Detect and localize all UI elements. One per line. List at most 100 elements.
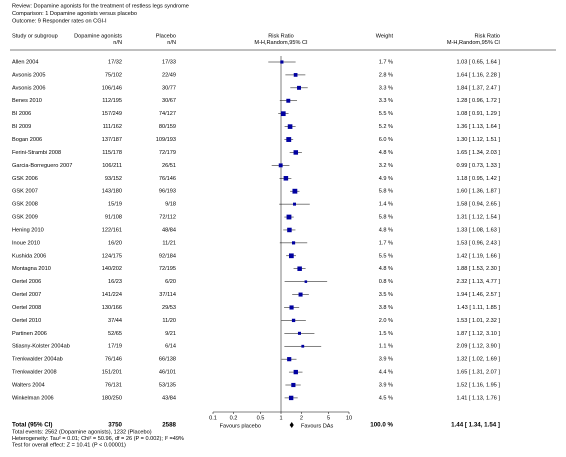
point-estimate xyxy=(283,176,289,181)
weight-cell: 0.8 % xyxy=(379,279,393,285)
point-estimate xyxy=(301,344,305,348)
control-cell: 109/193 xyxy=(156,137,176,143)
treatment-cell: 17/32 xyxy=(108,59,122,65)
column-header: M-H,Random,95% CI xyxy=(447,40,501,46)
treatment-cell: 157/249 xyxy=(102,111,122,117)
x-tick-label: 2 xyxy=(300,415,303,421)
treatment-cell: 15/19 xyxy=(108,202,122,208)
weight-cell: 1.4 % xyxy=(379,202,393,208)
control-cell: 11/21 xyxy=(162,240,176,246)
study-cell: Oertel 2010 xyxy=(12,318,41,324)
point-estimate xyxy=(286,214,292,220)
study-cell: Winkelman 2006 xyxy=(12,395,54,401)
weight-cell: 5.2 % xyxy=(379,124,393,130)
weight-cell: 3.5 % xyxy=(379,292,393,298)
control-cell: 22/49 xyxy=(162,72,176,78)
point-estimate xyxy=(280,111,286,117)
treatment-cell: 106/211 xyxy=(102,163,122,169)
footer-line: Test for overall effect: Z = 10.41 (P < … xyxy=(12,442,126,448)
ci-cell: 1.84 [ 1.37, 2.47 ] xyxy=(456,85,500,91)
control-cell: 92/184 xyxy=(159,253,176,259)
point-estimate xyxy=(288,253,294,259)
footer-line: Heterogeneity: Tau² = 0.01; Chi² = 50.96… xyxy=(12,436,184,442)
column-header: n/N xyxy=(167,40,176,46)
summary-diamond xyxy=(289,422,294,428)
point-estimate xyxy=(287,124,293,129)
ci-cell: 1.32 [ 1.02, 1.69 ] xyxy=(456,357,500,363)
point-estimate xyxy=(286,137,292,142)
point-estimate xyxy=(293,369,298,375)
control-cell: 6/20 xyxy=(165,279,176,285)
study-cell: Partinen 2006 xyxy=(12,331,47,337)
weight-cell: 3.3 % xyxy=(379,98,393,104)
weight-cell: 3.9 % xyxy=(379,382,393,388)
treatment-cell: 52/65 xyxy=(108,331,122,337)
study-cell: Benes 2010 xyxy=(12,98,42,104)
weight-cell: 5.8 % xyxy=(379,189,393,195)
weight-cell: 3.3 % xyxy=(379,85,393,91)
treatment-cell: 124/175 xyxy=(102,253,122,259)
treatment-cell: 137/187 xyxy=(102,137,122,143)
point-estimate xyxy=(280,60,284,64)
control-cell: 9/18 xyxy=(165,202,176,208)
study-cell: Ferini-Strambi 2008 xyxy=(12,150,61,156)
weight-cell: 4.9 % xyxy=(379,176,393,182)
study-cell: Avsonis 2005 xyxy=(12,72,45,78)
control-cell: 37/114 xyxy=(159,292,176,298)
column-header: Study or subgroup xyxy=(12,33,58,39)
point-estimate xyxy=(287,227,292,233)
x-tick-label: 0.5 xyxy=(257,415,265,421)
treatment-cell: 76/146 xyxy=(105,357,122,363)
footer-line: Total events: 2562 (Dopamine agonists), … xyxy=(12,429,152,435)
column-header: Placebo xyxy=(156,33,176,39)
ci-cell: 1.52 [ 1.16, 1.95 ] xyxy=(456,382,500,388)
column-header: Weight xyxy=(376,33,394,39)
control-cell: 17/33 xyxy=(162,59,176,65)
point-estimate xyxy=(291,318,296,323)
point-estimate xyxy=(297,266,302,271)
point-estimate xyxy=(289,305,294,310)
control-cell: 80/159 xyxy=(159,124,176,130)
weight-cell: 4.4 % xyxy=(379,370,393,376)
study-cell: Montagna 2010 xyxy=(12,266,51,272)
study-cell: GSK 2008 xyxy=(12,202,38,208)
point-estimate xyxy=(298,292,303,297)
x-tick-label: 10 xyxy=(346,415,352,421)
ci-cell: 1.33 [ 1.08, 1.63 ] xyxy=(456,227,500,233)
x-tick-label: 1 xyxy=(279,415,282,421)
study-cell: Trenkwalder 2004ab xyxy=(12,357,63,363)
x-tick-label: 5 xyxy=(327,415,330,421)
treatment-cell: 141/224 xyxy=(102,292,122,298)
point-estimate xyxy=(293,73,298,77)
control-cell: 48/84 xyxy=(162,227,176,233)
weight-cell: 5.5 % xyxy=(379,111,393,117)
study-cell: GSK 2009 xyxy=(12,215,38,221)
study-cell: BI 2006 xyxy=(12,111,31,117)
ci-cell: 1.18 [ 0.95, 1.42 ] xyxy=(456,176,500,182)
weight-cell: 1.5 % xyxy=(379,331,393,337)
study-cell: GSK 2007 xyxy=(12,189,38,195)
point-estimate xyxy=(291,241,296,245)
control-cell: 9/21 xyxy=(165,331,176,337)
treatment-cell: 130/166 xyxy=(102,305,122,311)
ci-cell: 1.30 [ 1.12, 1.51 ] xyxy=(456,137,500,143)
weight-cell: 3.2 % xyxy=(379,163,393,169)
column-header: Risk Ratio xyxy=(475,33,501,39)
x-tick-label: 0.1 xyxy=(209,415,217,421)
control-cell: 66/138 xyxy=(159,357,176,363)
treatment-cell: 76/131 xyxy=(105,382,122,388)
control-cell: 30/77 xyxy=(162,85,176,91)
point-estimate xyxy=(291,382,296,388)
point-estimate xyxy=(287,357,292,362)
point-estimate xyxy=(286,98,291,103)
control-cell: 43/84 xyxy=(162,395,176,401)
column-header: M-H,Random,95% CI xyxy=(254,40,308,46)
column-header: Dopamine agonists xyxy=(74,33,122,39)
point-estimate xyxy=(278,163,283,168)
weight-cell: 6.0 % xyxy=(379,137,393,143)
ci-cell: 1.36 [ 1.13, 1.64 ] xyxy=(456,124,500,130)
study-cell: Allen 2004 xyxy=(12,59,38,65)
weight-cell: 5.8 % xyxy=(379,215,393,221)
